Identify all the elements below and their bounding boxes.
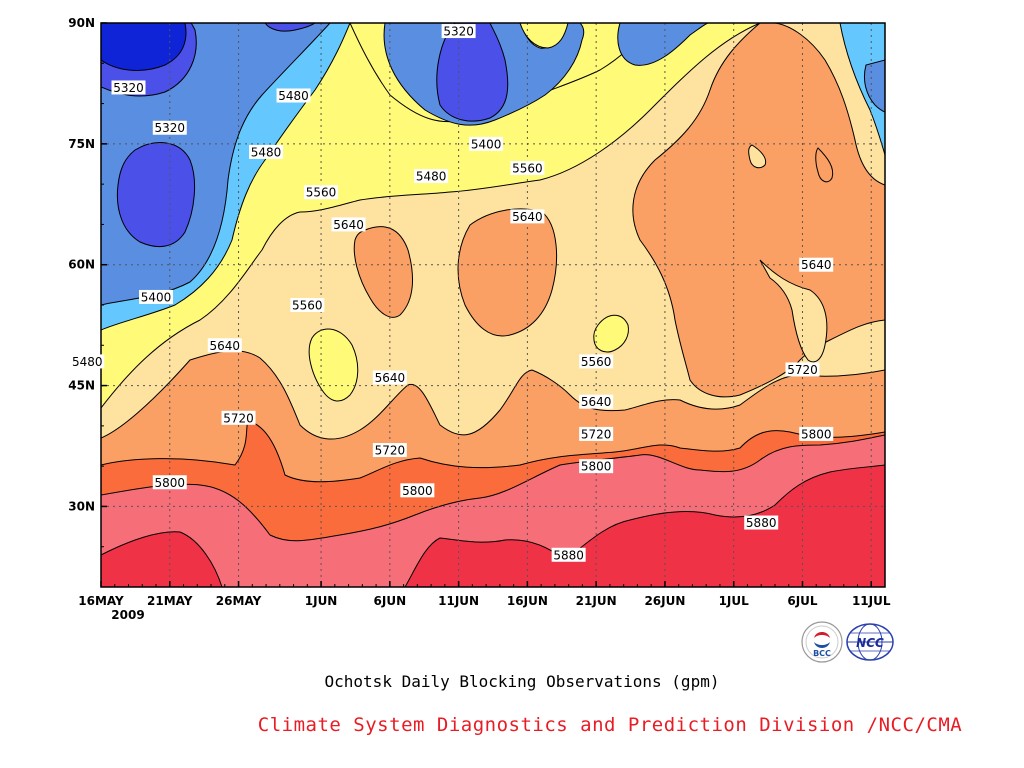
contour-label: 5400 <box>471 137 502 151</box>
band-5320-5400-north-right <box>617 23 709 66</box>
contour-label: 5800 <box>402 484 433 498</box>
contour-label-bg <box>207 338 242 353</box>
x-axis-year-label: 2009 <box>111 608 144 622</box>
contour-label-bg <box>304 185 339 200</box>
contour-label: 5880 <box>746 516 777 530</box>
contour-label: 5320 <box>154 121 185 135</box>
contour-label: 5640 <box>210 339 241 353</box>
contour-label-bg <box>441 24 476 39</box>
x-tick-label: 11JUL <box>852 594 891 608</box>
ncc-logo: NCC <box>846 623 894 661</box>
contour-label-bg <box>799 426 834 441</box>
contour-label: 5880 <box>553 548 584 562</box>
contour-label-bg <box>372 443 407 458</box>
low-5240-nw <box>101 23 187 71</box>
contour-label: 5480 <box>416 170 447 184</box>
contour-label-bg <box>372 370 407 385</box>
spot-5720-right-2 <box>815 147 834 183</box>
x-tick-label: 1JUL <box>719 594 750 608</box>
y-tick-label: 75N <box>68 137 95 151</box>
x-tick-label: 16JUN <box>507 594 548 608</box>
contour-label: 5800 <box>801 427 832 441</box>
x-tick-label: 21MAY <box>147 594 193 608</box>
contour-label: 5560 <box>306 186 337 200</box>
contour-label: 5320 <box>443 25 474 39</box>
contour-label-bg <box>249 144 284 159</box>
contour-label-bg <box>152 475 187 490</box>
contour-label-bg <box>139 289 174 304</box>
y-tick-label: 60N <box>68 258 95 272</box>
contour-label-bg <box>579 426 614 441</box>
contour-label: 5720 <box>223 411 254 425</box>
x-tick-label: 6JUN <box>374 594 407 608</box>
plot-area <box>101 23 885 587</box>
contour-label: 5640 <box>375 371 406 385</box>
chart-title: Ochotsk Daily Blocking Observations (gpm… <box>324 672 720 691</box>
band-5400-5480-right <box>839 23 885 156</box>
contour-label: 5560 <box>512 162 543 176</box>
contour-label: 5720 <box>375 444 406 458</box>
contour-label: 5720 <box>581 427 612 441</box>
band-5480-5560-notch <box>519 23 569 49</box>
contour-label-bg <box>221 410 256 425</box>
contour-label-bg <box>510 209 545 224</box>
x-tick-label: 26JUN <box>644 594 685 608</box>
contour-label-bg <box>799 257 834 272</box>
contour-label-bg <box>579 354 614 369</box>
contour-label: 5560 <box>292 299 323 313</box>
x-axis: 16MAY 21MAY 26MAY 1JUN 6JUN 11JUN 16JUN 21JUN 26… <box>78 581 891 608</box>
contour-label-bg <box>551 547 586 562</box>
contour-label-bg <box>111 80 146 95</box>
contour-label: 5640 <box>581 395 612 409</box>
y-tick-label: 90N <box>68 16 95 30</box>
contour-label: 5640 <box>512 210 543 224</box>
contour-label: 5560 <box>581 355 612 369</box>
contour-label-bg <box>579 394 614 409</box>
band-5560-5640-right-inner <box>759 259 828 363</box>
contour-labels: 5320 5320 5320 5400 5400 5480 5480 5480 5480 5560… <box>70 24 834 562</box>
contour-label: 5480 <box>251 145 282 159</box>
x-tick-label: 16MAY <box>78 594 124 608</box>
contour-label-bg <box>276 88 311 103</box>
blob-5640-a <box>353 226 413 318</box>
contour-label-bg <box>469 136 504 151</box>
bcc-logo-text: BCC <box>813 649 831 658</box>
contour-label: 5480 <box>72 355 103 369</box>
x-tick-label: 6JUL <box>787 594 818 608</box>
contour-label: 5800 <box>154 476 185 490</box>
low-5320-w <box>116 142 195 248</box>
contour-label: 5640 <box>801 258 832 272</box>
x-tick-label: 21JUN <box>576 594 617 608</box>
x-tick-label: 11JUN <box>438 594 479 608</box>
bcc-logo: BCC <box>801 621 843 663</box>
low-5320-nw-top <box>264 23 316 32</box>
x-tick-label: 26MAY <box>216 594 262 608</box>
contour-label-bg <box>152 120 187 135</box>
contour-label-bg <box>331 217 366 232</box>
y-tick-label: 30N <box>68 499 95 513</box>
contour-label-bg <box>744 515 779 530</box>
contour-label-bg <box>414 169 449 184</box>
contour-label: 5720 <box>787 363 818 377</box>
contour-label-bg <box>510 161 545 176</box>
band-5320-north-center <box>436 23 509 122</box>
contour-label: 5400 <box>141 290 172 304</box>
contour-label-bg <box>70 354 105 369</box>
spot-5640-right-1 <box>748 144 767 169</box>
ncc-logo-text: NCC <box>856 636 884 650</box>
contour-label-bg <box>290 298 325 312</box>
contour-label-bg <box>579 459 614 474</box>
contour-label: 5640 <box>333 218 364 232</box>
contour-label: 5320 <box>113 81 144 95</box>
contour-label-bg <box>400 483 435 498</box>
y-tick-label: 45N <box>68 379 95 393</box>
contour-label: 5480 <box>278 89 309 103</box>
contour-label: 5800 <box>581 460 612 474</box>
contour-label-bg <box>785 362 820 377</box>
y-axis: 30N 45N 60N 75N 90N <box>68 16 107 548</box>
x-tick-label: 1JUN <box>305 594 338 608</box>
blob-5560-b <box>593 314 629 353</box>
chart-credit: Climate System Diagnostics and Predictio… <box>257 714 963 736</box>
